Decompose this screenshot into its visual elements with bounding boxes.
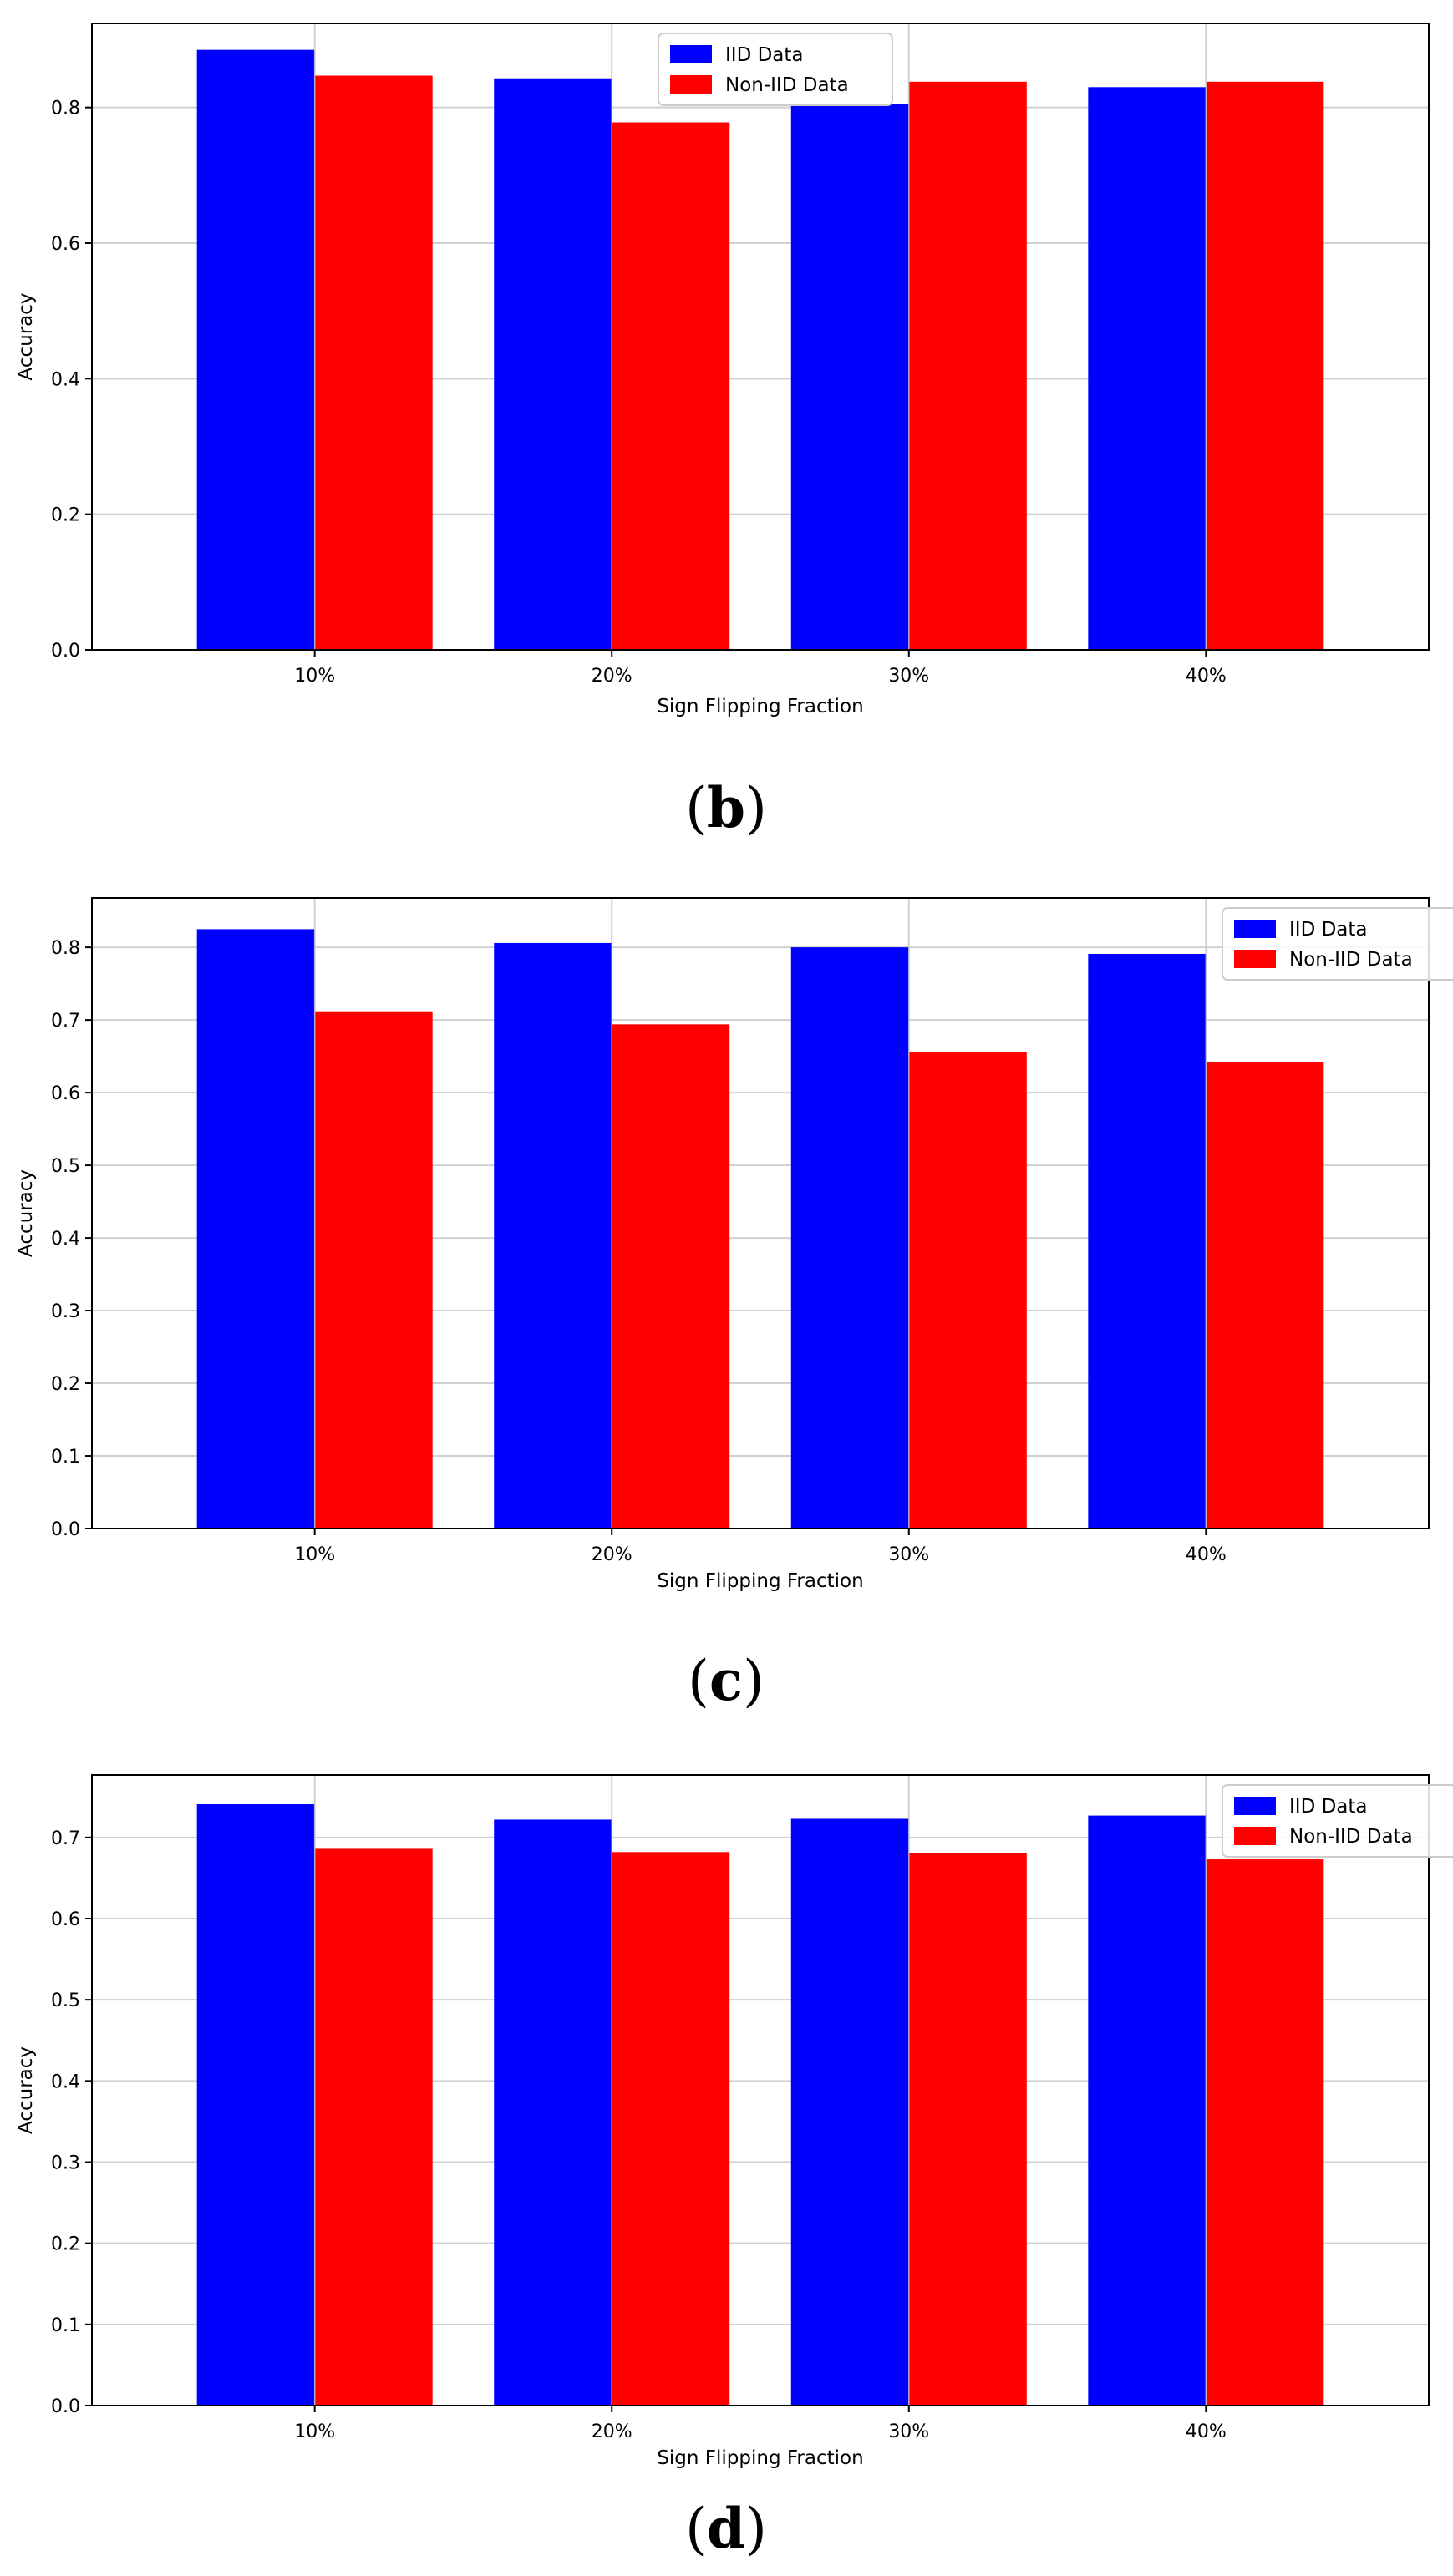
bar-non-iid-20pct (612, 122, 730, 651)
legend-label-non-iid: Non-IID Data (1289, 1826, 1413, 1848)
y-axis-label: Accuracy (15, 1169, 37, 1257)
x-tick-label: 10% (294, 2421, 335, 2442)
axes-frame (91, 897, 1430, 1529)
legend-swatch-iid (1234, 920, 1276, 938)
bar-iid-20pct (494, 1819, 612, 2406)
bar-iid-30pct (790, 947, 909, 1529)
legend-swatch-non-iid (670, 75, 712, 94)
legend-swatch-non-iid (1234, 950, 1276, 968)
legend-label-non-iid: Non-IID Data (725, 74, 849, 96)
legend: IID Data Non-IID Data (1222, 907, 1453, 981)
bar-iid-40pct (1088, 87, 1207, 650)
bar-iid-20pct (494, 942, 612, 1529)
legend-label-iid: IID Data (1289, 919, 1368, 941)
legend-box (1222, 1784, 1453, 1858)
bar-non-iid-20pct (612, 1024, 730, 1529)
y-tick-label: 0.0 (51, 1519, 80, 1540)
y-tick-label: 0.5 (51, 1156, 80, 1177)
y-tick-label: 0.5 (51, 1990, 80, 2011)
axes-frame (91, 1774, 1430, 2406)
x-tick-label: 10% (294, 666, 335, 687)
x-tick-label: 30% (888, 2421, 929, 2442)
legend-swatch-iid (1234, 1797, 1276, 1815)
bar-non-iid-30pct (908, 1052, 1027, 1529)
bar-non-iid-40pct (1206, 1859, 1324, 2406)
y-tick-label: 0.4 (51, 369, 80, 390)
bar-iid-40pct (1088, 953, 1207, 1529)
y-tick-label: 0.2 (51, 505, 80, 526)
legend-label-iid: IID Data (725, 44, 804, 66)
y-tick-label: 0.4 (51, 2071, 80, 2092)
chart-c: 0.0 0.1 0.2 0.3 0.4 0.5 0.6 0.7 0.8 10% 20% 30% 40% S… (15, 897, 1453, 1713)
bar-iid-30pct (790, 104, 909, 650)
bar-non-iid-10pct (314, 75, 433, 650)
bar-non-iid-40pct (1206, 1062, 1324, 1529)
x-axis-label: Sign Flipping Fraction (657, 696, 863, 718)
bar-non-iid-30pct (908, 1853, 1027, 2406)
y-tick-label: 0.1 (51, 2315, 80, 2336)
x-tick-label: 20% (592, 1544, 633, 1565)
bar-non-iid-30pct (908, 81, 1027, 651)
x-tick-label: 30% (888, 1544, 929, 1565)
y-tick-label: 0.6 (51, 1909, 80, 1930)
panel-label: (d) (685, 2496, 767, 2561)
y-tick-label: 0.6 (51, 1083, 80, 1104)
bar-iid-10pct (196, 1803, 315, 2406)
legend: IID Data Non-IID Data (658, 33, 893, 106)
y-axis-label: Accuracy (15, 2046, 37, 2134)
y-tick-label: 0.8 (51, 938, 80, 959)
legend-swatch-non-iid (1234, 1827, 1276, 1845)
panel-label: (c) (688, 1648, 765, 1713)
bar-iid-30pct (790, 1818, 909, 2406)
bar-iid-40pct (1088, 1815, 1207, 2406)
legend-swatch-iid (670, 45, 712, 63)
legend-box (658, 33, 893, 106)
y-tick-label: 0.6 (51, 234, 80, 255)
legend: IID Data Non-IID Data (1222, 1784, 1453, 1858)
y-tick-label: 0.7 (51, 1828, 80, 1849)
y-tick-label: 0.2 (51, 2234, 80, 2255)
bar-non-iid-40pct (1206, 81, 1324, 651)
x-tick-label: 30% (888, 666, 929, 687)
bar-iid-20pct (494, 78, 612, 650)
y-tick-label: 0.3 (51, 1301, 80, 1322)
panel-label: (b) (685, 775, 767, 840)
legend-label-non-iid: Non-IID Data (1289, 949, 1413, 971)
y-tick-label: 0.3 (51, 2153, 80, 2173)
y-tick-label: 0.1 (51, 1447, 80, 1468)
y-axis-label: Accuracy (15, 292, 37, 380)
x-axis-label: Sign Flipping Fraction (657, 1570, 863, 1592)
legend-box (1222, 907, 1453, 981)
y-tick-label: 0.7 (51, 1011, 80, 1032)
y-tick-label: 0.0 (51, 2396, 80, 2417)
x-tick-label: 20% (592, 2421, 633, 2442)
y-tick-label: 0.8 (51, 99, 80, 119)
chart-b: 0.0 0.2 0.4 0.6 0.8 10% 20% 30% 40% Sign Flipping… (15, 23, 1430, 840)
y-tick-label: 0.4 (51, 1229, 80, 1250)
x-tick-label: 40% (1186, 1544, 1227, 1565)
y-tick-label: 0.0 (51, 641, 80, 662)
legend-label-iid: IID Data (1289, 1796, 1368, 1818)
chart-d: 0.0 0.1 0.2 0.3 0.4 0.5 0.6 0.7 10% 20% 30% 40% Sign… (15, 1774, 1453, 2561)
bar-non-iid-10pct (314, 1011, 433, 1529)
x-tick-label: 20% (592, 666, 633, 687)
x-tick-label: 40% (1186, 2421, 1227, 2442)
x-tick-label: 10% (294, 1544, 335, 1565)
y-tick-label: 0.2 (51, 1374, 80, 1395)
bar-non-iid-10pct (314, 1848, 433, 2406)
bar-non-iid-20pct (612, 1852, 730, 2406)
bar-iid-10pct (196, 929, 315, 1529)
axes-frame (91, 23, 1430, 651)
x-tick-label: 40% (1186, 666, 1227, 687)
bar-iid-10pct (196, 49, 315, 651)
x-axis-label: Sign Flipping Fraction (657, 2447, 863, 2469)
